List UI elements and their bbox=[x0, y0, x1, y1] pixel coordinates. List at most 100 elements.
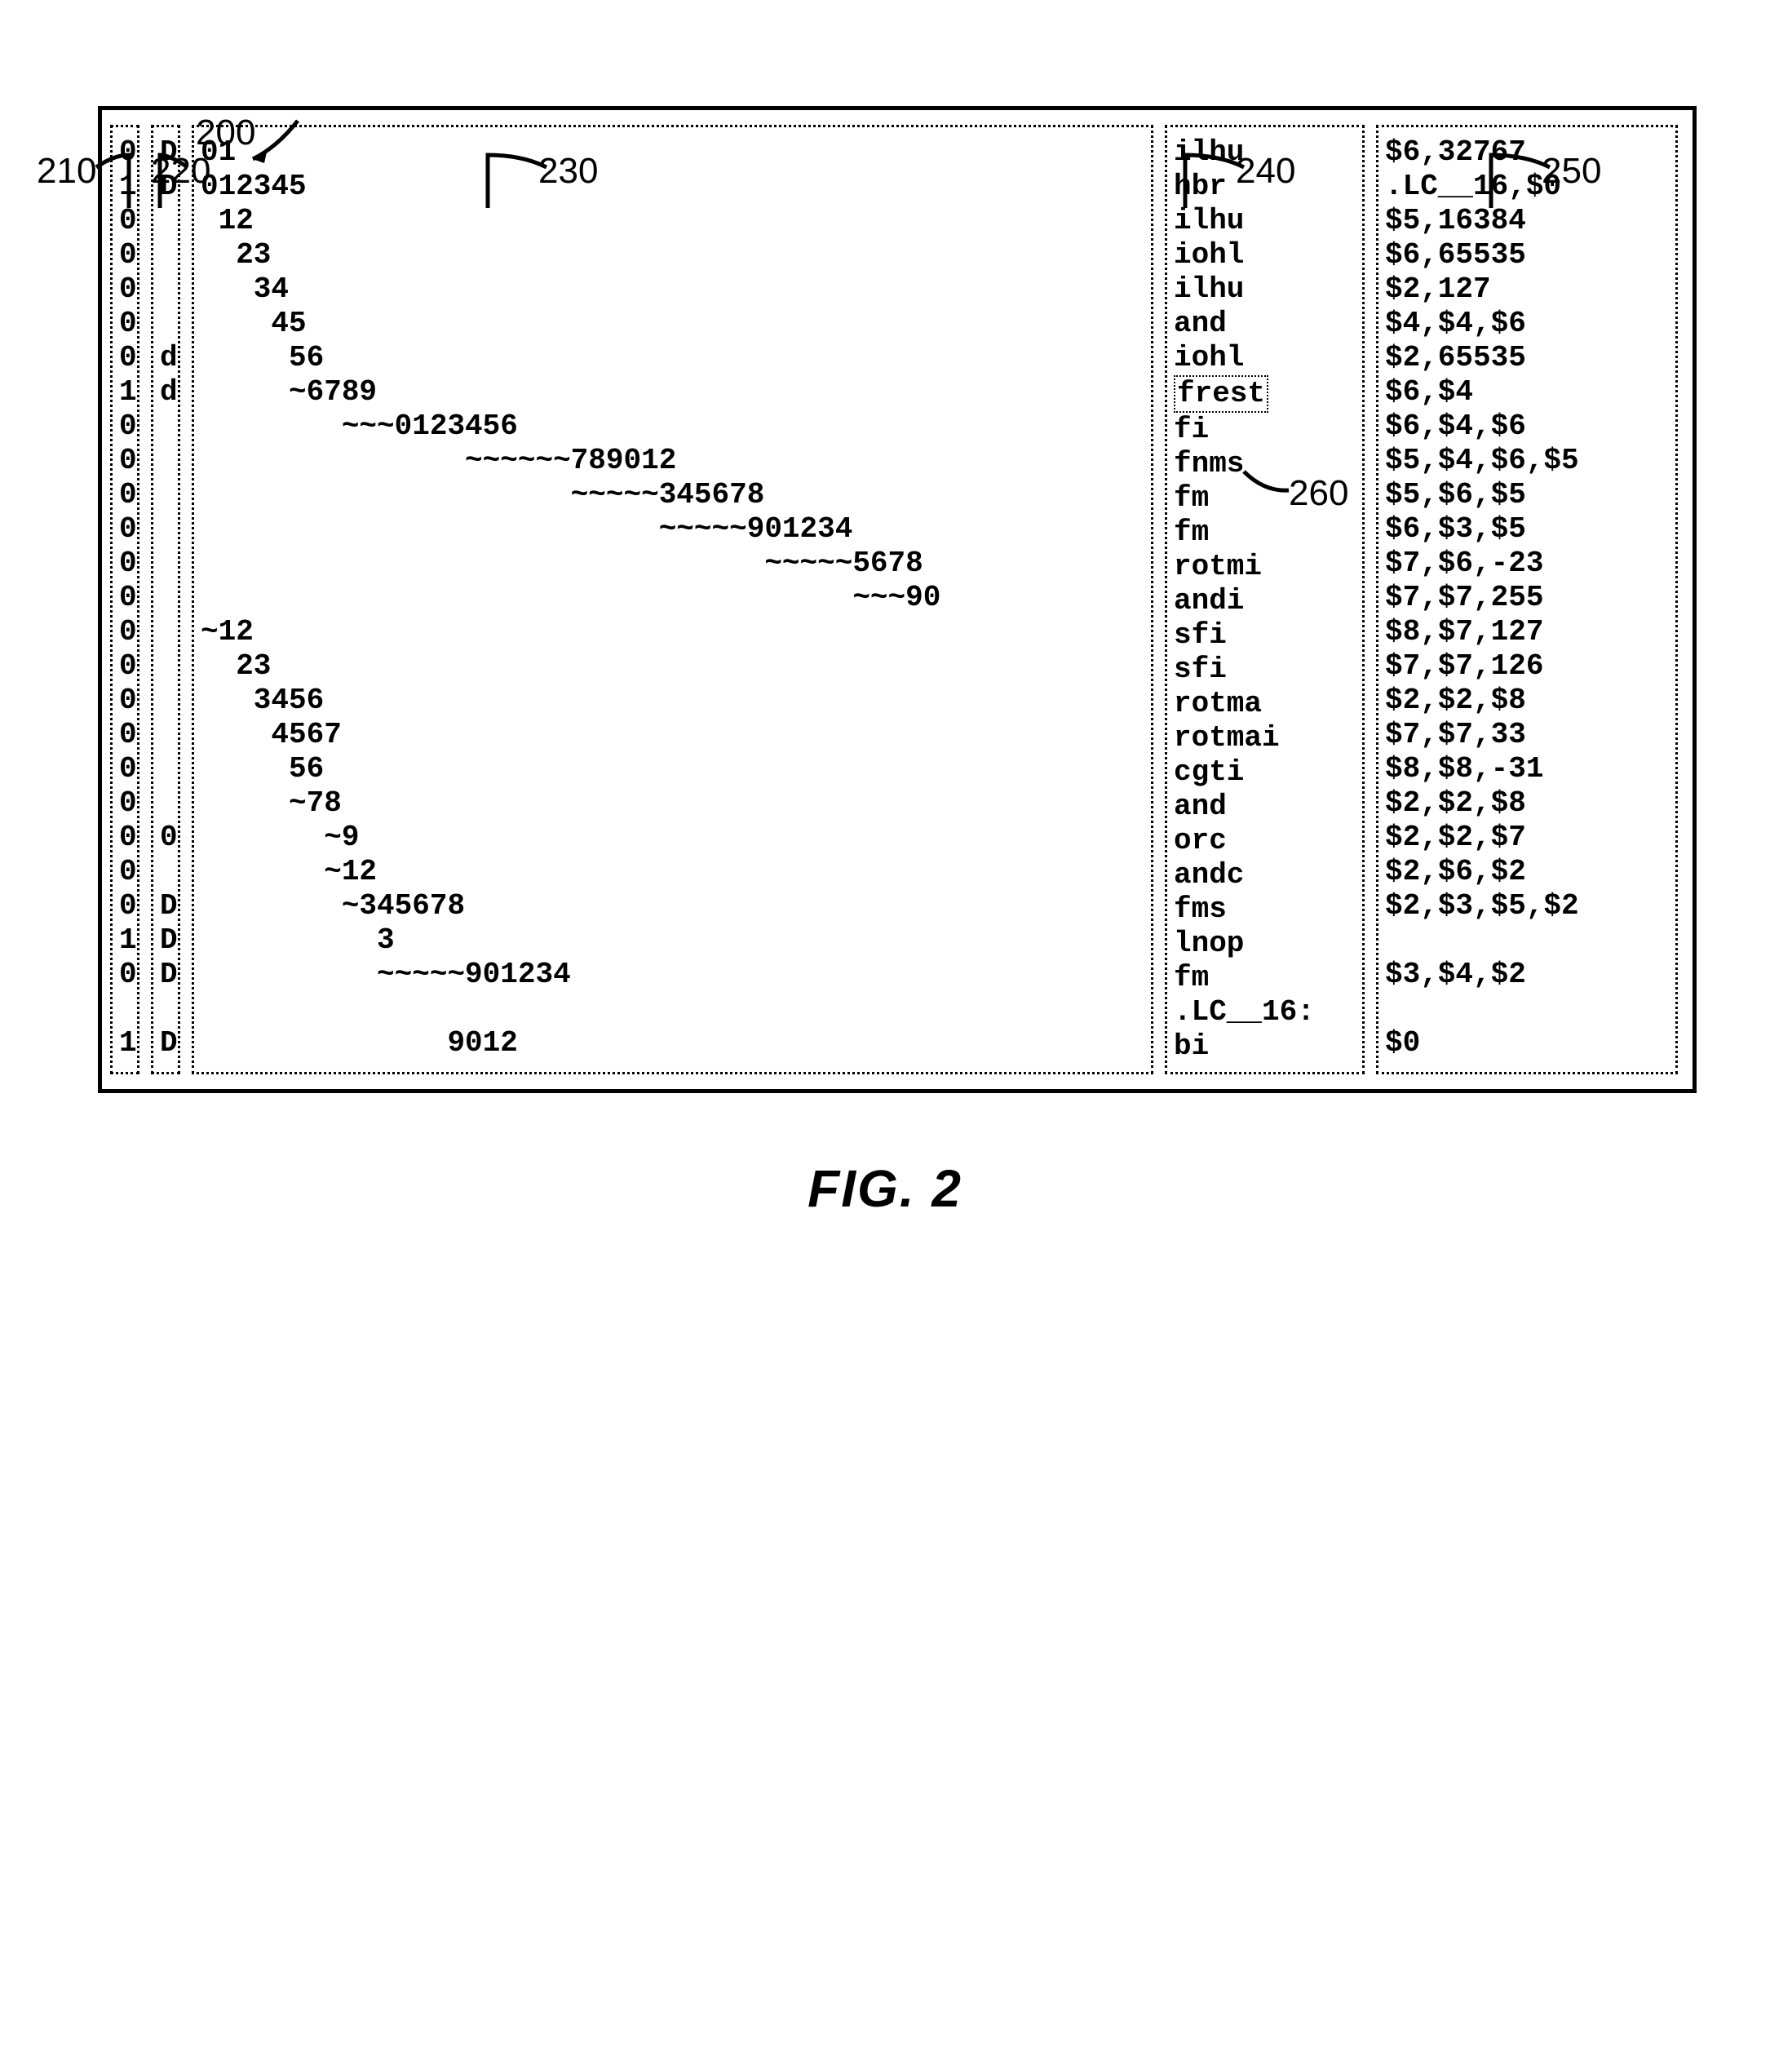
col230-row: 23 bbox=[201, 238, 1144, 272]
column-240: ilhuhbrilhuiohlilhuandiohlfrestfifnmsfmf… bbox=[1165, 125, 1365, 1074]
col240-row: orc bbox=[1174, 824, 1356, 858]
col210-row: 0 bbox=[119, 786, 131, 821]
col240-row: and bbox=[1174, 790, 1356, 824]
col220-row: d bbox=[160, 375, 171, 410]
col210-row: 0 bbox=[119, 821, 131, 855]
col240-row: sfi bbox=[1174, 618, 1356, 653]
col210-row: 1 bbox=[119, 375, 131, 410]
col220-row: D bbox=[160, 135, 171, 170]
col240-row: and bbox=[1174, 307, 1356, 341]
col230-row: ~9 bbox=[201, 821, 1144, 855]
col230-row: ~78 bbox=[201, 786, 1144, 821]
col250-row: $5,$6,$5 bbox=[1385, 478, 1669, 512]
column-230: 01012345 12 23 34 45 56 ~6789 ~~~0123456… bbox=[192, 125, 1153, 1074]
col240-row: fms bbox=[1174, 892, 1356, 927]
col230-row: 9012 bbox=[201, 1026, 1144, 1060]
col210-row: 0 bbox=[119, 684, 131, 718]
highlight-frest: frest bbox=[1174, 375, 1268, 413]
col230-row: ~~~~~345678 bbox=[201, 478, 1144, 512]
col220-row: D bbox=[160, 958, 171, 992]
col210-row: 0 bbox=[119, 135, 131, 170]
col230-row bbox=[201, 992, 1144, 1026]
col250-row: $7,$6,-23 bbox=[1385, 547, 1669, 581]
col230-row: 3 bbox=[201, 923, 1144, 958]
col220-row bbox=[160, 992, 171, 1026]
col210-row: 1 bbox=[119, 1026, 131, 1060]
col230-row: ~12 bbox=[201, 855, 1144, 889]
col230-row: 01 bbox=[201, 135, 1144, 170]
col250-row: $7,$7,126 bbox=[1385, 649, 1669, 684]
col220-row: 0 bbox=[160, 821, 171, 855]
col250-row: $5,16384 bbox=[1385, 204, 1669, 238]
col220-row bbox=[160, 512, 171, 547]
col240-row: ilhu bbox=[1174, 272, 1356, 307]
col250-row: $2,$6,$2 bbox=[1385, 855, 1669, 889]
col230-row: 56 bbox=[201, 752, 1144, 786]
col210-row: 0 bbox=[119, 718, 131, 752]
col250-row: $2,$2,$7 bbox=[1385, 821, 1669, 855]
col240-row: ilhu bbox=[1174, 204, 1356, 238]
col250-row bbox=[1385, 992, 1669, 1026]
col230-row: 12 bbox=[201, 204, 1144, 238]
col250-row: $6,32767 bbox=[1385, 135, 1669, 170]
col250-row: $7,$7,255 bbox=[1385, 581, 1669, 615]
col250-row: .LC__16,$0 bbox=[1385, 170, 1669, 204]
col240-row: andc bbox=[1174, 858, 1356, 892]
col250-row: $2,$2,$8 bbox=[1385, 786, 1669, 821]
figure-caption: FIG. 2 bbox=[16, 1158, 1754, 1219]
col210-row: 0 bbox=[119, 581, 131, 615]
col250-row: $6,65535 bbox=[1385, 238, 1669, 272]
col250-row: $2,$2,$8 bbox=[1385, 684, 1669, 718]
col230-row: 34 bbox=[201, 272, 1144, 307]
col240-row: rotmai bbox=[1174, 721, 1356, 755]
col250-row bbox=[1385, 923, 1669, 958]
col250-row: $2,127 bbox=[1385, 272, 1669, 307]
column-210: 0100000100000000000000010 1 bbox=[110, 125, 139, 1074]
col250-row: $7,$7,33 bbox=[1385, 718, 1669, 752]
main-table-box: 0100000100000000000000010 1 DD dd 0 DDD … bbox=[98, 106, 1697, 1093]
col250-row: $2,$3,$5,$2 bbox=[1385, 889, 1669, 923]
col210-row: 0 bbox=[119, 410, 131, 444]
col230-row: 56 bbox=[201, 341, 1144, 375]
col240-row: hbr bbox=[1174, 170, 1356, 204]
col210-row: 1 bbox=[119, 170, 131, 204]
col250-row: $5,$4,$6,$5 bbox=[1385, 444, 1669, 478]
col210-row: 0 bbox=[119, 238, 131, 272]
col220-row: d bbox=[160, 341, 171, 375]
figure-2-diagram: 200 210 220 230 240 250 0100000100000000… bbox=[16, 106, 1754, 1219]
col210-row: 0 bbox=[119, 204, 131, 238]
col210-row: 0 bbox=[119, 615, 131, 649]
col240-row: rotma bbox=[1174, 687, 1356, 721]
col220-row: D bbox=[160, 923, 171, 958]
col220-row bbox=[160, 649, 171, 684]
col230-row: 23 bbox=[201, 649, 1144, 684]
col250-row: $0 bbox=[1385, 1026, 1669, 1060]
col240-row: ilhu bbox=[1174, 135, 1356, 170]
col210-row: 0 bbox=[119, 547, 131, 581]
col220-row: D bbox=[160, 1026, 171, 1060]
col210-row: 0 bbox=[119, 958, 131, 992]
col220-row: D bbox=[160, 889, 171, 923]
col250-row: $6,$4,$6 bbox=[1385, 410, 1669, 444]
col240-row: sfi bbox=[1174, 653, 1356, 687]
col230-row: 4567 bbox=[201, 718, 1144, 752]
col210-row: 0 bbox=[119, 752, 131, 786]
col210-row: 0 bbox=[119, 889, 131, 923]
col220-row bbox=[160, 547, 171, 581]
col220-row bbox=[160, 581, 171, 615]
col210-row: 1 bbox=[119, 923, 131, 958]
col210-row: 0 bbox=[119, 649, 131, 684]
col230-row: ~6789 bbox=[201, 375, 1144, 410]
col210-row: 0 bbox=[119, 272, 131, 307]
col210-row: 0 bbox=[119, 341, 131, 375]
col240-row: iohl bbox=[1174, 238, 1356, 272]
col210-row bbox=[119, 992, 131, 1026]
col250-row: $8,$8,-31 bbox=[1385, 752, 1669, 786]
leader-260 bbox=[1240, 467, 1297, 500]
col240-row: lnop bbox=[1174, 927, 1356, 961]
col220-row bbox=[160, 684, 171, 718]
col210-row: 0 bbox=[119, 307, 131, 341]
col250-row: $6,$3,$5 bbox=[1385, 512, 1669, 547]
col220-row bbox=[160, 444, 171, 478]
col240-row: fm bbox=[1174, 516, 1356, 550]
